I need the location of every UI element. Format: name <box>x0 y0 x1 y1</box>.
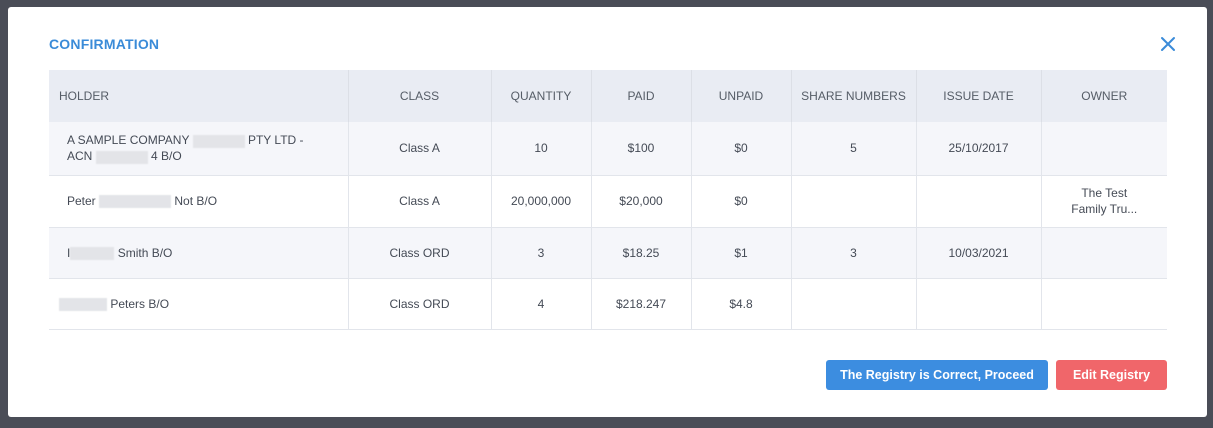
issue-date-cell: 25/10/2017 <box>915 122 1041 176</box>
table-row: A SAMPLE COMPANY PTY LTD - ACN 4 B/O Cla… <box>49 122 1167 176</box>
redacted-text <box>59 297 107 311</box>
proceed-button[interactable]: The Registry is Correct, Proceed <box>826 360 1048 390</box>
unpaid-cell: $1 <box>690 227 791 279</box>
issue-date-cell <box>915 278 1041 330</box>
redacted-text <box>99 195 172 209</box>
table-row: Peters B/O Class ORD 4 $218.247 $4.8 <box>49 278 1167 330</box>
holder-cell: Peters B/O <box>49 278 348 330</box>
header-class: CLASS <box>347 70 491 122</box>
header-issue-date: ISSUE DATE <box>915 70 1041 122</box>
owner-cell <box>1040 278 1167 330</box>
paid-cell: $20,000 <box>590 175 691 228</box>
modal-title: CONFIRMATION <box>49 36 160 52</box>
table-row: Peter Not B/O Class A 20,000,000 $20,000… <box>49 175 1167 228</box>
header-paid: PAID <box>590 70 691 122</box>
header-quantity: QUANTITY <box>490 70 591 122</box>
class-cell: Class ORD <box>347 227 491 279</box>
holder-cell: I Smith B/O <box>49 227 348 279</box>
share-numbers-cell <box>790 175 916 228</box>
quantity-cell: 10 <box>490 122 591 176</box>
redacted-text <box>192 134 245 148</box>
redacted-text <box>70 246 115 260</box>
owner-cell <box>1040 122 1167 176</box>
close-icon[interactable] <box>1159 35 1177 53</box>
owner-cell: The Test Family Tru... <box>1040 175 1167 228</box>
issue-date-cell: 10/03/2021 <box>915 227 1041 279</box>
unpaid-cell: $0 <box>690 175 791 228</box>
edit-registry-button[interactable]: Edit Registry <box>1056 360 1167 390</box>
paid-cell: $100 <box>590 122 691 176</box>
issue-date-cell <box>915 175 1041 228</box>
share-numbers-cell: 3 <box>790 227 916 279</box>
holder-cell: A SAMPLE COMPANY PTY LTD - ACN 4 B/O <box>49 122 348 176</box>
table-row: I Smith B/O Class ORD 3 $18.25 $1 3 10/0… <box>49 227 1167 279</box>
confirmation-modal: CONFIRMATION HOLDER CLASS QU <box>8 7 1207 417</box>
share-numbers-cell <box>790 278 916 330</box>
header-unpaid: UNPAID <box>690 70 791 122</box>
redacted-text <box>95 150 148 164</box>
paid-cell: $18.25 <box>590 227 691 279</box>
owner-cell <box>1040 227 1167 279</box>
quantity-cell: 4 <box>490 278 591 330</box>
unpaid-cell: $0 <box>690 122 791 176</box>
paid-cell: $218.247 <box>590 278 691 330</box>
share-numbers-cell: 5 <box>790 122 916 176</box>
header-owner: OWNER <box>1040 70 1167 122</box>
class-cell: Class A <box>347 122 491 176</box>
holder-cell: Peter Not B/O <box>49 175 348 228</box>
header-share-numbers: SHARE NUMBERS <box>790 70 916 122</box>
header-holder: HOLDER <box>49 70 348 122</box>
registry-table: HOLDER CLASS QUANTITY PAID UNPAID SHARE … <box>49 70 1167 330</box>
class-cell: Class A <box>347 175 491 228</box>
unpaid-cell: $4.8 <box>690 278 791 330</box>
class-cell: Class ORD <box>347 278 491 330</box>
table-header-row: HOLDER CLASS QUANTITY PAID UNPAID SHARE … <box>49 70 1167 122</box>
quantity-cell: 3 <box>490 227 591 279</box>
quantity-cell: 20,000,000 <box>490 175 591 228</box>
